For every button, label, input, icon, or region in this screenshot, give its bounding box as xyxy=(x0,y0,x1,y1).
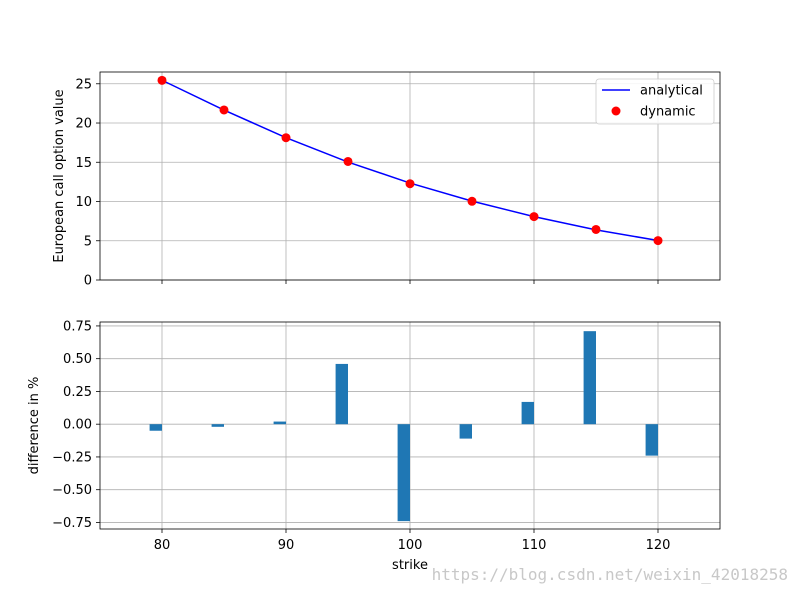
y-axis-label: European call option value xyxy=(52,89,67,262)
y-tick-label: 0 xyxy=(84,274,92,289)
y-tick-label: 0.00 xyxy=(63,418,92,433)
bottom-panel: 0.75 0.50 0.25 0.00 −0.25 −0.50 −0.75 80 90 100 11… xyxy=(27,319,721,573)
data-point-dynamic xyxy=(467,196,477,206)
y-tick-label: 0.25 xyxy=(63,385,92,400)
x-tick-label: 90 xyxy=(278,538,295,553)
data-point-dynamic xyxy=(405,179,415,189)
y-tick-label: 25 xyxy=(75,77,92,92)
bar xyxy=(273,421,286,425)
data-point-dynamic xyxy=(591,224,601,234)
plot-frame xyxy=(99,71,721,281)
data-point-dynamic xyxy=(653,236,663,246)
bar xyxy=(397,424,410,522)
y-tick-label: −0.50 xyxy=(52,483,92,498)
legend-marker-swatch xyxy=(611,106,621,116)
bar xyxy=(335,363,348,425)
data-point-dynamic xyxy=(343,156,353,166)
x-tick-label: 110 xyxy=(522,538,547,553)
bar xyxy=(149,424,162,431)
x-tick-label: 100 xyxy=(398,538,423,553)
plot-frame xyxy=(99,321,721,530)
bar xyxy=(211,424,224,427)
watermark-text: https://blog.csdn.net/weixin_42018258 xyxy=(432,565,788,584)
y-tick-label: 0.50 xyxy=(63,352,92,367)
bar xyxy=(459,424,472,439)
y-tick-label: −0.75 xyxy=(52,516,92,531)
y-tick-label: −0.25 xyxy=(52,450,92,465)
x-tick-label: 80 xyxy=(154,538,171,553)
y-axis-label: difference in % xyxy=(27,377,42,475)
x-axis-label: strike xyxy=(392,558,428,573)
y-tick-label: 0.75 xyxy=(63,319,92,334)
top-panel: 0 5 10 15 20 25 European call option value anal… xyxy=(52,71,721,289)
y-tick-label: 15 xyxy=(75,156,92,171)
y-tick-label: 5 xyxy=(84,234,92,249)
y-tick-label: 10 xyxy=(75,195,92,210)
legend-label-analytical: analytical xyxy=(640,84,703,99)
y-tick-label: 20 xyxy=(75,117,92,132)
data-point-dynamic xyxy=(281,133,291,143)
x-tick-label: 120 xyxy=(646,538,671,553)
data-point-dynamic xyxy=(529,212,539,222)
data-point-dynamic xyxy=(157,75,167,85)
bar xyxy=(583,331,596,425)
data-point-dynamic xyxy=(219,105,229,115)
bar xyxy=(521,401,534,425)
legend-label-dynamic: dynamic xyxy=(640,105,696,120)
bar xyxy=(645,424,658,456)
